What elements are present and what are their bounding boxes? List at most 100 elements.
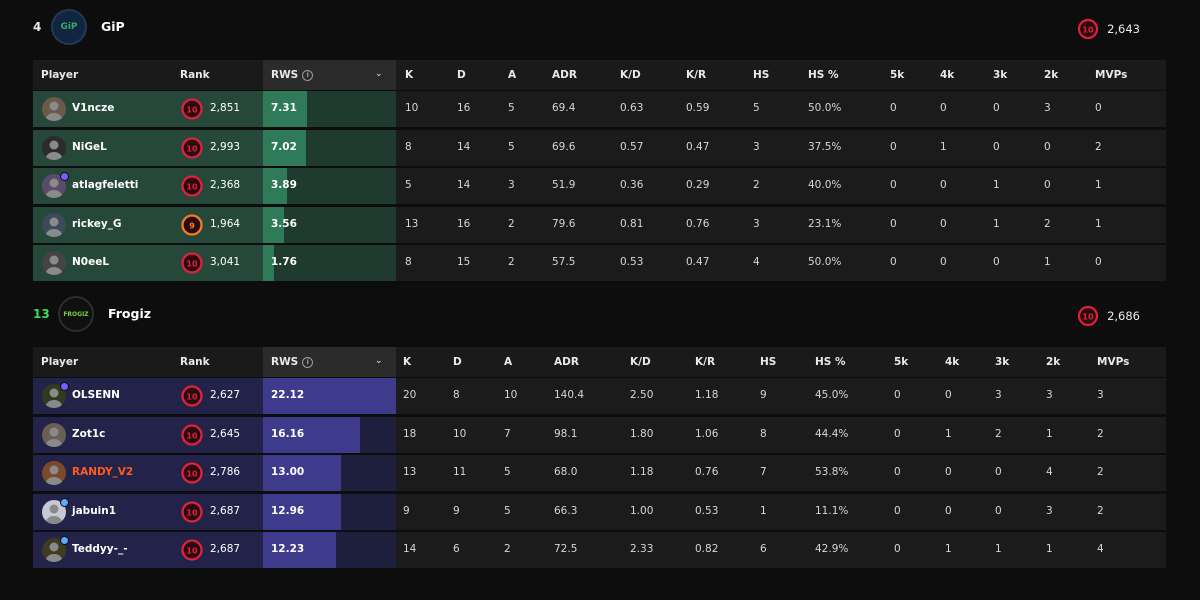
- player-name[interactable]: Teddyy-_-: [72, 543, 128, 555]
- col-kd[interactable]: K/D: [620, 69, 641, 81]
- col-kr[interactable]: K/R: [695, 356, 716, 368]
- stat-kd: 0.57: [620, 140, 644, 153]
- col-rank[interactable]: Rank: [180, 356, 210, 368]
- col-2k[interactable]: 2k: [1046, 356, 1061, 368]
- rws-header-bg[interactable]: [263, 347, 396, 377]
- col-d[interactable]: D: [457, 69, 466, 81]
- stat-d: 16: [457, 217, 471, 230]
- info-icon[interactable]: i: [302, 70, 314, 81]
- stat-k5: 0: [894, 466, 901, 478]
- col-5k[interactable]: 5k: [890, 69, 905, 81]
- player-name[interactable]: N0eeL: [72, 256, 110, 268]
- team-name[interactable]: Frogiz: [108, 306, 151, 321]
- team-name[interactable]: GiP: [101, 19, 125, 34]
- rws-header-bg[interactable]: [263, 60, 396, 90]
- table-row[interactable]: RANDY_V2 10 2,786 13.00 13 11 5 68.0 1.18 0.76 7 53…: [33, 455, 1166, 491]
- col-mvps[interactable]: MVPs: [1095, 69, 1128, 81]
- avatar[interactable]: [42, 251, 66, 275]
- col-a[interactable]: A: [504, 356, 513, 368]
- player-name[interactable]: Zot1c: [72, 427, 106, 440]
- col-adr[interactable]: ADR: [552, 69, 577, 81]
- stat-a: 5: [508, 140, 515, 153]
- avatar[interactable]: [42, 135, 66, 160]
- col-d[interactable]: D: [453, 356, 462, 368]
- player-name[interactable]: NiGeL: [72, 140, 107, 153]
- stat-kd: 1.00: [630, 504, 654, 517]
- team-logo-text: GiP: [60, 22, 78, 32]
- col-a[interactable]: A: [508, 69, 517, 81]
- col-2k[interactable]: 2k: [1044, 69, 1059, 81]
- stat-kd: 0.81: [620, 217, 644, 230]
- table-row[interactable]: atlagfeletti 10 2,368 3.89 5 14 3 51.9 0.36 0.29 2…: [33, 168, 1166, 204]
- stat-mvps: 2: [1097, 466, 1104, 478]
- col-rank[interactable]: Rank: [180, 69, 210, 81]
- player-elo: 2,627: [210, 389, 241, 401]
- avatar[interactable]: [42, 97, 66, 121]
- player-name[interactable]: RANDY_V2: [72, 466, 134, 478]
- col-hs-pct[interactable]: HS %: [815, 356, 846, 368]
- table-row[interactable]: jabuin1 10 2,687 12.96 9 9 5 66.3 1.00 0.53 1 11.1%…: [33, 493, 1166, 530]
- stat-k3: 1: [993, 217, 1000, 230]
- avatar[interactable]: [42, 422, 66, 447]
- player-name[interactable]: atlagfeletti: [72, 179, 139, 191]
- table-row[interactable]: Teddyy-_- 10 2,687 12.23 14 6 2 72.5 2.33 0.82 6 42…: [33, 532, 1166, 568]
- player-elo: 1,964: [210, 217, 241, 230]
- avatar[interactable]: [42, 461, 66, 485]
- col-player[interactable]: Player: [41, 69, 79, 81]
- col-kd[interactable]: K/D: [630, 356, 651, 368]
- player-name[interactable]: jabuin1: [72, 504, 117, 517]
- col-hs[interactable]: HS: [753, 69, 770, 81]
- col-hs-pct[interactable]: HS %: [808, 69, 839, 81]
- col-5k[interactable]: 5k: [894, 356, 909, 368]
- col-hs[interactable]: HS: [760, 356, 777, 368]
- stat-kr: 0.76: [686, 217, 710, 230]
- player-name[interactable]: V1ncze: [72, 102, 115, 114]
- team-logo[interactable]: GiP: [51, 9, 87, 45]
- rws-bar-fill: [263, 532, 337, 568]
- col-rws[interactable]: RWS i: [271, 69, 314, 81]
- col-k[interactable]: K: [405, 69, 414, 81]
- table-row[interactable]: NiGeL 10 2,993 7.02 8 14 5 69.6 0.57 0.47 3 37.5% 0 1…: [33, 129, 1166, 166]
- col-adr[interactable]: ADR: [554, 356, 579, 368]
- stat-mvps: 1: [1095, 179, 1102, 191]
- col-3k[interactable]: 3k: [993, 69, 1008, 81]
- player-cell: [33, 455, 263, 491]
- col-kr[interactable]: K/R: [686, 69, 707, 81]
- stat-k4: 0: [940, 256, 947, 268]
- stat-k3: 1: [995, 543, 1002, 555]
- stat-k: 14: [403, 543, 417, 555]
- table-row[interactable]: V1ncze 10 2,851 7.31 10 16 5 69.4 0.63 0.59 5 50.0%…: [33, 91, 1166, 127]
- team-logo[interactable]: FROGIZ: [58, 296, 94, 332]
- stat-k5: 0: [890, 102, 897, 114]
- rws-bar-fill: [263, 245, 274, 281]
- col-player[interactable]: Player: [41, 356, 79, 368]
- rws-bar-track: [263, 416, 396, 453]
- table-row[interactable]: N0eeL 10 3,041 1.76 8 15 2 57.5 0.53 0.47 4 50.0% 0 0…: [33, 245, 1166, 281]
- avatar[interactable]: [42, 499, 66, 524]
- col-k[interactable]: K: [403, 356, 412, 368]
- skill-level-text: 10: [186, 144, 198, 153]
- rws-bar-track: [263, 455, 396, 491]
- col-mvps[interactable]: MVPs: [1097, 356, 1130, 368]
- table-row[interactable]: rickey_G 9 1,964 3.56 13 16 2 79.6 0.81 0.76 3 23.1…: [33, 206, 1166, 243]
- stat-a: 2: [508, 217, 515, 230]
- avatar[interactable]: [42, 384, 66, 408]
- player-name[interactable]: rickey_G: [72, 217, 122, 230]
- player-cell: [33, 493, 263, 530]
- skill-level-text: 10: [186, 259, 198, 268]
- col-4k[interactable]: 4k: [940, 69, 955, 81]
- avatar[interactable]: [42, 212, 66, 237]
- chevron-down-icon[interactable]: ⌄: [375, 356, 383, 366]
- col-rws[interactable]: RWS i: [271, 356, 314, 368]
- col-3k[interactable]: 3k: [995, 356, 1010, 368]
- stats-cell: [396, 416, 1166, 453]
- info-icon[interactable]: i: [302, 357, 314, 368]
- chevron-down-icon[interactable]: ⌄: [375, 69, 383, 79]
- table-row[interactable]: OLSENN 10 2,627 22.12 20 8 10 140.4 2.50 1.18 9 45.…: [33, 378, 1166, 414]
- player-name[interactable]: OLSENN: [72, 389, 120, 401]
- col-4k[interactable]: 4k: [945, 356, 960, 368]
- stat-kr: 0.29: [686, 179, 710, 191]
- rws-bar-fill: [263, 416, 361, 453]
- level-10-icon: 10: [1077, 18, 1099, 40]
- table-row[interactable]: Zot1c 10 2,645 16.16 18 10 7 98.1 1.80 1.06 8 44.4%…: [33, 416, 1166, 453]
